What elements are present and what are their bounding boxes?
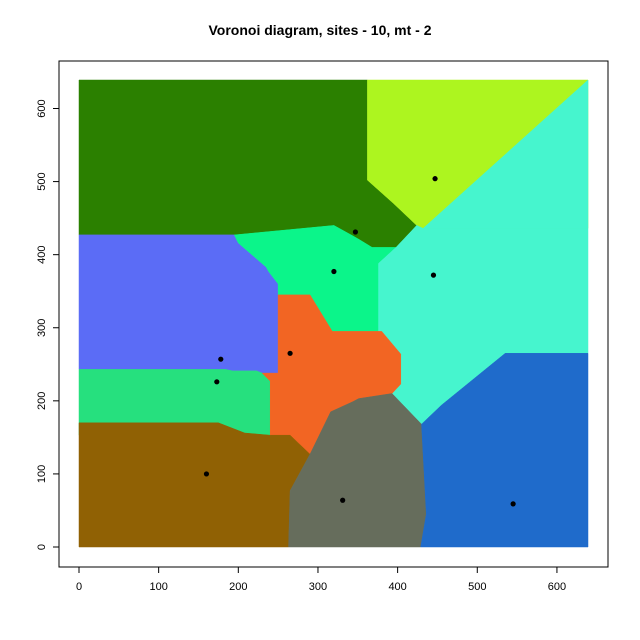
site-point — [340, 497, 346, 503]
y-tick-label: 0 — [36, 544, 48, 550]
voronoi-region — [78, 234, 279, 374]
x-tick-label: 400 — [388, 581, 406, 593]
voronoi-regions — [78, 79, 589, 548]
site-point — [430, 272, 437, 278]
chart-title: Voronoi diagram, sites - 10, mt - 2 — [208, 22, 432, 38]
voronoi-region — [78, 422, 311, 548]
x-tick-label: 0 — [76, 581, 82, 593]
site-point — [218, 356, 224, 362]
x-tick-label: 500 — [468, 581, 486, 593]
y-tick-label: 100 — [36, 465, 48, 483]
x-tick-label: 200 — [229, 581, 247, 593]
y-tick-label: 400 — [36, 245, 48, 263]
axes: 0 100 200 300 400 500 600 0 100 200 300 400 500 600 — [36, 60, 609, 593]
site-point — [510, 501, 516, 507]
site-point — [287, 350, 293, 356]
y-tick-label: 500 — [36, 172, 48, 190]
x-tick-label: 300 — [309, 581, 327, 593]
y-tick-label: 300 — [36, 319, 48, 337]
voronoi-region — [420, 353, 589, 548]
site-point — [214, 379, 220, 385]
site-point — [203, 471, 210, 477]
voronoi-sites — [203, 176, 516, 507]
x-tick-label: 100 — [149, 581, 167, 593]
site-point — [331, 268, 337, 275]
site-point — [352, 229, 359, 235]
voronoi-region — [78, 79, 418, 248]
y-tick-label: 200 — [36, 392, 48, 410]
x-tick-label: 600 — [548, 581, 566, 593]
y-tick-label: 600 — [36, 99, 48, 117]
site-point — [432, 176, 438, 182]
